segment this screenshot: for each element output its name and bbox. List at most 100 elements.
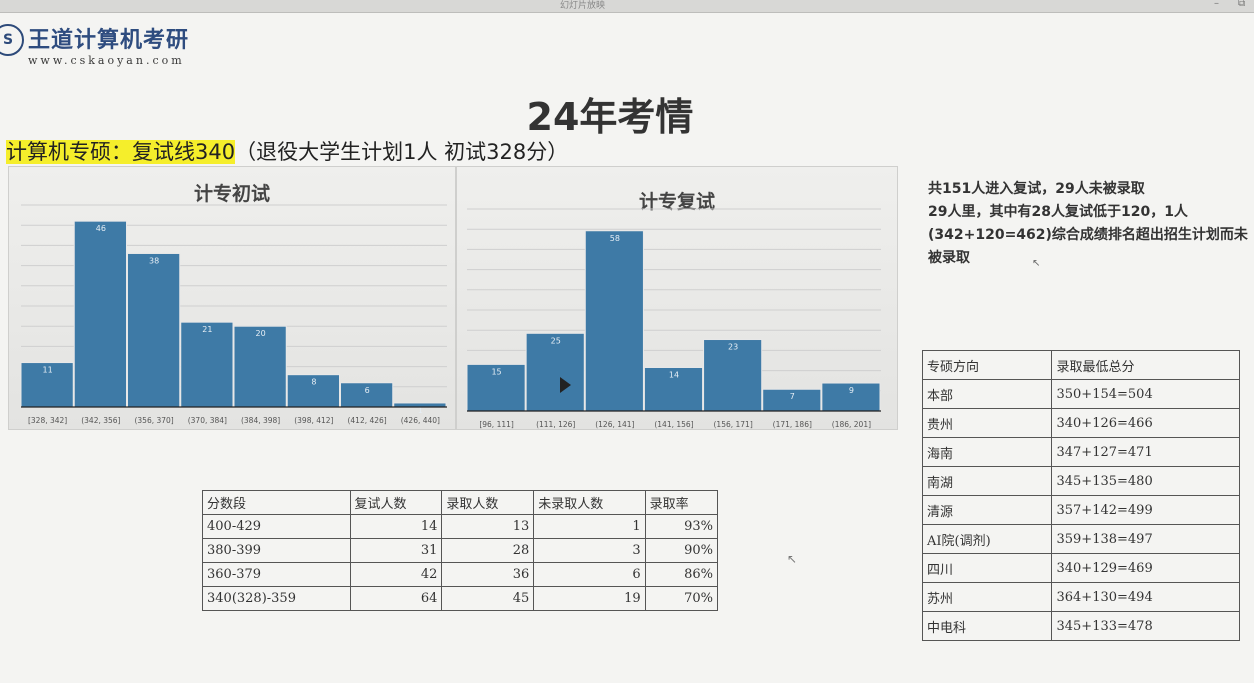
logo-name: 王道计算机考研 <box>28 28 190 53</box>
x-tick-label: (186, 201] <box>832 420 871 429</box>
table-cell: 90% <box>644 538 719 563</box>
table-cell: 347+127=471 <box>1051 437 1240 467</box>
table-cell: 345+135=480 <box>1051 466 1240 496</box>
table-cell: 42 <box>349 562 443 587</box>
bar-value-label: 9 <box>849 386 854 395</box>
table-row: 苏州 364+130=494 <box>921 582 1240 612</box>
x-tick-label: (356, 370] <box>134 416 173 425</box>
table-cell: 345+133=478 <box>1051 611 1240 641</box>
table-cell: 本部 <box>921 379 1053 409</box>
histogram-bar <box>73 220 127 408</box>
bar-value-label: 58 <box>610 234 620 243</box>
table-cell: 340(328)-359 <box>202 586 351 611</box>
table-cell: 14 <box>349 514 443 539</box>
table-header: 专硕方向 <box>921 350 1053 380</box>
table-cell: 364+130=494 <box>1051 582 1240 612</box>
table-header-row: 分数段 复试人数 录取人数 未录取人数 录取率 <box>202 490 719 515</box>
table-header: 录取最低总分 <box>1051 350 1240 380</box>
x-tick-label: (412, 426] <box>347 416 386 425</box>
bar-value-label: 25 <box>551 336 561 345</box>
table-row: 380-399 31 28 3 90% <box>202 538 719 563</box>
logo: S 王道计算机考研 www.cskaoyan.com <box>0 20 240 70</box>
table-header: 复试人数 <box>349 490 443 515</box>
minimize-button[interactable]: – <box>1214 0 1219 9</box>
x-tick-label: [328, 342] <box>28 416 67 425</box>
table-row: 清源 357+142=499 <box>921 495 1240 525</box>
note-line-1: 共151人进入复试，29人未被录取 <box>928 181 1145 197</box>
note-line-2: 29人里，其中有28人复试低于120，1人(342+120=462)综合成绩排名… <box>928 204 1248 266</box>
chart-retest-svg: 15 [96, 111] 25 (111, 126] 58 (126, 141] 14 (14… <box>466 208 881 429</box>
table-cell: 中电科 <box>921 611 1053 641</box>
bar-value-label: 1 <box>418 406 423 415</box>
table-cell: 四川 <box>921 553 1053 583</box>
table-cell: 海南 <box>921 437 1053 467</box>
histogram-bar <box>643 366 704 412</box>
histogram-bar <box>466 363 526 412</box>
table-header-row: 专硕方向 录取最低总分 <box>921 350 1240 380</box>
table-cell: 357+142=499 <box>1051 495 1240 525</box>
histogram-bar <box>286 374 340 408</box>
chart-title: 计专初试 <box>193 183 270 205</box>
histogram-bar <box>233 325 287 408</box>
table-cell: 70% <box>644 586 719 611</box>
table-cell: 86% <box>644 562 719 587</box>
chart-retest: 计专复试 15 [96, 111] 25 (111, 126] 58 (126, 141]… <box>456 166 898 430</box>
table-row: AI院(调剂) 359+138=497 <box>921 524 1240 554</box>
chart-title: 计专复试 <box>638 191 715 213</box>
table-cell: 3 <box>533 538 646 563</box>
subtitle-rest: （退役大学生计划1人 初试328分） <box>235 140 569 164</box>
table-cell: 340+126=466 <box>1051 408 1240 438</box>
table-cell: 28 <box>441 538 535 563</box>
table-cell: 350+154=504 <box>1051 379 1240 409</box>
bar-value-label: 14 <box>669 370 679 379</box>
chart-initial-exam: 计专初试 11 [328, 342] 46 (342, 356] 38 (356, 370… <box>8 166 456 430</box>
table-cell: 31 <box>349 538 443 563</box>
histogram-bar <box>525 332 585 412</box>
bar-value-label: 46 <box>96 224 106 233</box>
restore-button[interactable]: ⧉ <box>1238 0 1246 9</box>
table-row: 中电科 345+133=478 <box>921 611 1240 641</box>
x-tick-label: (342, 356] <box>81 416 120 425</box>
table-cell: 36 <box>441 562 535 587</box>
histogram-bar <box>340 382 394 408</box>
table-cell: 苏州 <box>921 582 1053 612</box>
histogram-bar <box>703 339 763 412</box>
window-title-bar: 幻灯片放映 – ⧉ <box>0 0 1254 13</box>
x-tick-label: (111, 126] <box>536 420 575 429</box>
logo-url: www.cskaoyan.com <box>28 54 185 67</box>
table-cell: 64 <box>349 586 443 611</box>
subtitle: 计算机专硕：复试线340（退役大学生计划1人 初试328分） <box>6 136 568 166</box>
table-cell: 380-399 <box>202 538 351 563</box>
histogram-bar <box>821 382 881 412</box>
histogram-bar <box>127 252 181 408</box>
table-row: 四川 340+129=469 <box>921 553 1240 583</box>
table-cell: 359+138=497 <box>1051 524 1240 554</box>
table-row: 400-429 14 13 1 93% <box>202 514 719 539</box>
bar-value-label: 11 <box>43 366 53 375</box>
campus-cutoff-table: 专硕方向 录取最低总分 本部 350+154=504 贵州 340+126=466 … <box>921 350 1240 641</box>
table-header: 未录取人数 <box>533 490 646 515</box>
table-cell: 6 <box>533 562 646 587</box>
table-cell: 13 <box>441 514 535 539</box>
faint-pointer-icon: ↖ <box>787 552 798 566</box>
logo-icon: S <box>0 24 24 56</box>
x-tick-label: (398, 412] <box>294 416 333 425</box>
table-row: 340(328)-359 64 45 19 70% <box>202 586 719 611</box>
window-title: 幻灯片放映 <box>560 1 606 11</box>
table-cell: 93% <box>644 514 719 539</box>
x-tick-label: (384, 398] <box>241 416 280 425</box>
bar-value-label: 38 <box>149 256 159 265</box>
bar-value-label: 7 <box>790 392 795 401</box>
subtitle-highlight: 计算机专硕：复试线340 <box>6 140 236 164</box>
chart-initial-exam-svg: 11 [328, 342] 46 (342, 356] 38 (356, 370] 21 (3… <box>20 204 447 425</box>
bar-value-label: 23 <box>728 343 738 352</box>
mouse-pointer-icon <box>560 377 571 393</box>
table-cell: 贵州 <box>921 408 1053 438</box>
bar-value-label: 20 <box>256 329 266 338</box>
table-cell: 45 <box>441 586 535 611</box>
table-cell: 340+129=469 <box>1051 553 1240 583</box>
bar-value-label: 15 <box>491 367 501 376</box>
table-cell: 400-429 <box>202 514 351 539</box>
text-cursor-icon: ↖ <box>1032 258 1041 269</box>
table-row: 贵州 340+126=466 <box>921 408 1240 438</box>
